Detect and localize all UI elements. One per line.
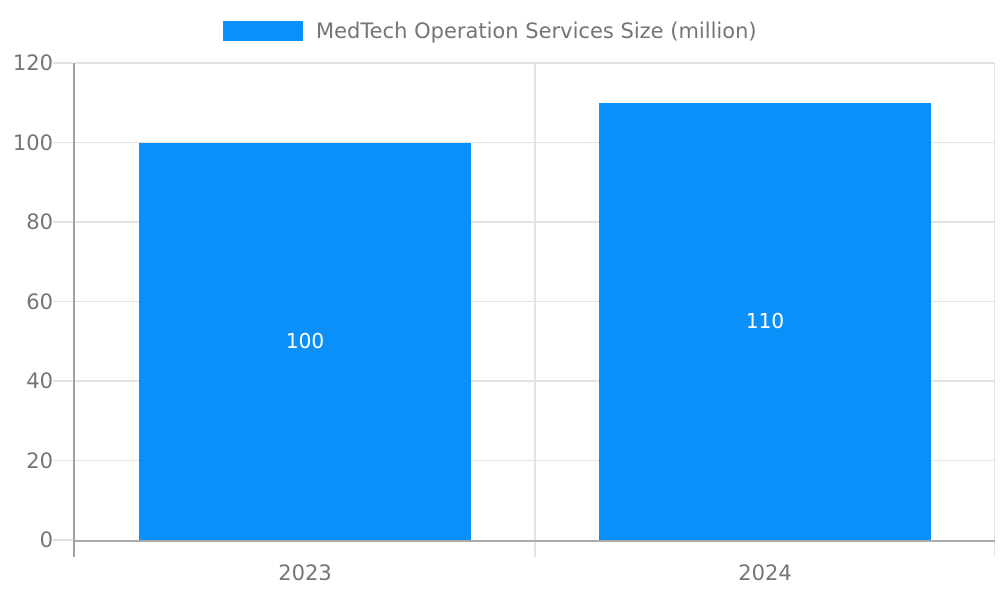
y-axis-label: 120: [12, 51, 53, 75]
y-tick: [53, 380, 73, 382]
y-axis-label: 20: [26, 448, 53, 473]
plot-right-border: [993, 63, 995, 540]
bar-value-label: 110: [745, 309, 785, 334]
y-axis-label: 60: [26, 289, 53, 314]
bar[interactable]: 100: [139, 142, 471, 540]
legend: MedTech Operation Services Size (million…: [223, 10, 757, 52]
bar[interactable]: 110: [599, 102, 931, 540]
y-tick: [53, 300, 73, 303]
y-tick: [53, 221, 73, 223]
y-tick: [53, 141, 73, 144]
y-tick: [53, 539, 73, 541]
plot-area: 0 20 40 60 80 100 120 100 2023 110 2024: [13, 51, 995, 585]
x-axis-label: 2024: [738, 561, 792, 585]
legend-label: MedTech Operation Services Size (million…: [316, 19, 757, 43]
y-tick: [53, 62, 73, 64]
y-tick: [53, 459, 73, 462]
x-axis-label: 2023: [278, 561, 332, 585]
y-axis-label: 40: [26, 369, 53, 393]
legend-swatch: [223, 21, 303, 41]
y-axis-label: 80: [26, 210, 53, 234]
vertical-gridline: [534, 63, 536, 540]
x-tick: [993, 542, 995, 557]
x-tick: [534, 542, 536, 557]
bar-value-label: 100: [285, 329, 325, 354]
x-tick: [73, 542, 75, 557]
y-axis-label: 0: [39, 528, 53, 552]
y-axis-label: 100: [12, 130, 53, 155]
